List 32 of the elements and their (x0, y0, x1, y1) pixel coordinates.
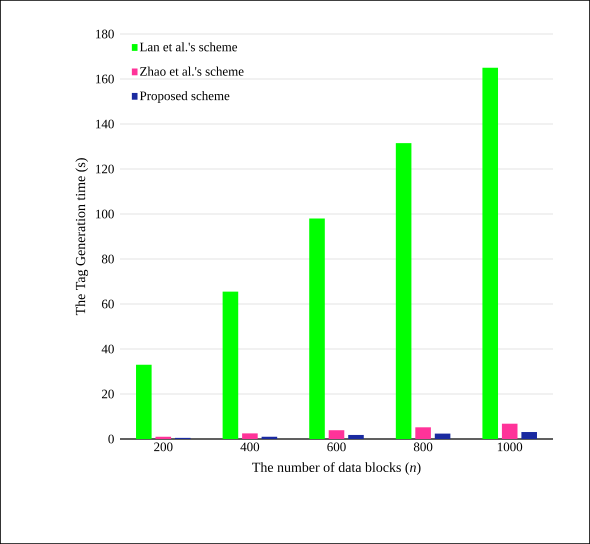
y-tick-label: 40 (102, 344, 114, 354)
y-tick-label: 160 (96, 74, 114, 84)
legend-label: Zhao et al.'s scheme (140, 66, 244, 76)
bar (309, 218, 325, 439)
y-tick-label: 180 (96, 30, 114, 38)
y-tick-label: 140 (96, 120, 114, 128)
bar (348, 434, 364, 439)
bar (242, 433, 258, 439)
bar (222, 292, 238, 439)
legend-label: Proposed scheme (140, 91, 230, 103)
y-axis-title: The Tag Generation time (s) (75, 158, 88, 316)
y-tick-label: 80 (102, 254, 114, 264)
y-tick-label: 0 (108, 434, 114, 444)
bar (482, 68, 498, 439)
x-tick-label: 1000 (498, 442, 522, 452)
y-tick-label: 120 (96, 164, 114, 174)
bar (396, 143, 412, 439)
x-tick-label: 800 (414, 442, 432, 452)
y-tick-label: 60 (102, 300, 114, 308)
y-tick-label: 20 (102, 390, 114, 398)
bar (434, 434, 450, 439)
legend-label: Lan et al.'s scheme (140, 42, 238, 52)
x-tick-label: 400 (240, 442, 260, 452)
bar (415, 427, 431, 439)
bar (328, 430, 344, 439)
y-tick-label: 100 (96, 210, 114, 218)
bar (521, 432, 537, 439)
x-tick-label: 600 (327, 442, 346, 452)
x-tick-label: 200 (154, 442, 173, 452)
bar (136, 364, 152, 439)
x-axis-title: The number of data blocks (n) (252, 462, 421, 475)
bar (502, 424, 518, 439)
